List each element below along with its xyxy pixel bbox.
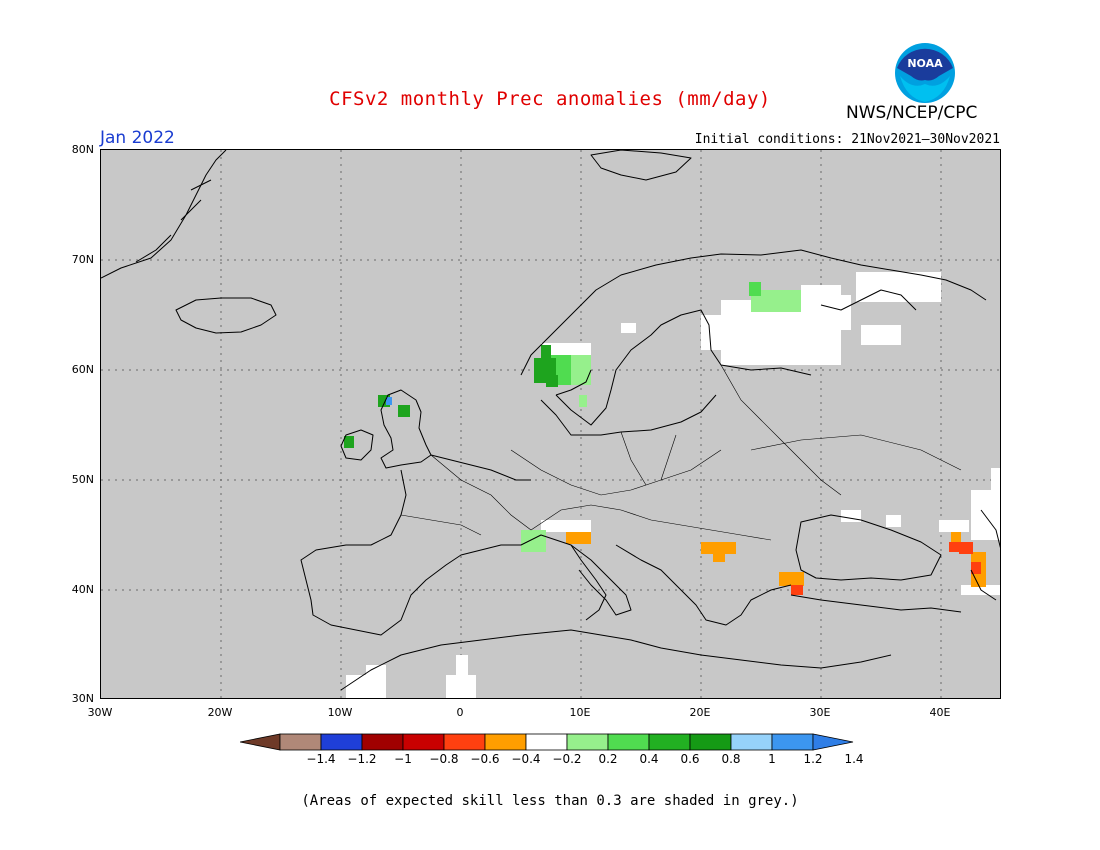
colorbar-cell (402, 733, 445, 751)
agency-label: NWS/NCEP/CPC (846, 103, 978, 123)
lon-label-10e: 10E (569, 706, 591, 719)
svg-text:NOAA: NOAA (907, 57, 943, 70)
country-borders (400, 364, 962, 541)
colorbar-tick-label: −1 (394, 752, 412, 766)
colorbar-cell (607, 733, 650, 751)
colorbar-cell (361, 733, 404, 751)
colorbar-tick-label: −0.2 (552, 752, 582, 766)
lon-label-20e: 20E (689, 706, 711, 719)
forecast-month: Jan 2022 (100, 128, 175, 148)
colorbar-cell (771, 733, 814, 751)
colorbar-cell (484, 733, 527, 751)
colorbar-cell (689, 733, 732, 751)
colorbar-tick-label: 1.4 (844, 752, 864, 766)
colorbar-cell (443, 733, 486, 751)
lat-label-50n: 50N (71, 473, 94, 486)
lat-label-60n: 60N (71, 363, 94, 376)
colorbar-end-low (240, 733, 281, 751)
map-title: CFSv2 monthly Prec anomalies (mm/day) (329, 88, 771, 110)
coastlines (101, 150, 1000, 691)
colorbar-tick-label: 0.2 (598, 752, 618, 766)
lon-label-10w: 10W (327, 706, 353, 719)
colorbar-tick-label: 1.2 (803, 752, 823, 766)
colorbar-tick-label: −0.6 (470, 752, 500, 766)
colorbar-tick-label: −0.8 (429, 752, 459, 766)
colorbar-cell (566, 733, 609, 751)
colorbar-tick-label: −1.4 (306, 752, 336, 766)
lon-label-0: 0 (456, 706, 464, 719)
colorbar-cell (648, 733, 691, 751)
lon-label-30e: 30E (809, 706, 831, 719)
anomaly-map (100, 149, 1001, 699)
colorbar-tick-label: 0.6 (680, 752, 700, 766)
noaa-logo: NOAA (893, 41, 957, 105)
lon-label-30w: 30W (87, 706, 113, 719)
anomaly-cells (344, 272, 1000, 698)
skill-footnote: (Areas of expected skill less than 0.3 a… (301, 793, 799, 809)
colorbar-tick-label: −1.2 (347, 752, 377, 766)
colorbar-cell (320, 733, 363, 751)
lat-label-30n: 30N (71, 692, 94, 705)
lat-label-40n: 40N (71, 583, 94, 596)
graticule (101, 150, 1000, 698)
colorbar-tick-label: 0.4 (639, 752, 659, 766)
colorbar-tick-label: −0.4 (511, 752, 541, 766)
colorbar-tick-label: 1 (768, 752, 776, 766)
colorbar-cell (730, 733, 773, 751)
map-canvas (101, 150, 1000, 698)
lat-label-70n: 70N (71, 253, 94, 266)
colorbar-cell (525, 733, 568, 751)
colorbar-cells (240, 733, 854, 751)
colorbar-end-high (812, 733, 854, 751)
colorbar (240, 733, 854, 751)
lon-label-20w: 20W (207, 706, 233, 719)
lon-label-40e: 40E (929, 706, 951, 719)
lat-label-80n: 80N (71, 143, 94, 156)
colorbar-tick-label: 0.8 (721, 752, 741, 766)
initial-conditions: Initial conditions: 21Nov2021–30Nov2021 (694, 132, 1000, 147)
colorbar-cell (279, 733, 322, 751)
